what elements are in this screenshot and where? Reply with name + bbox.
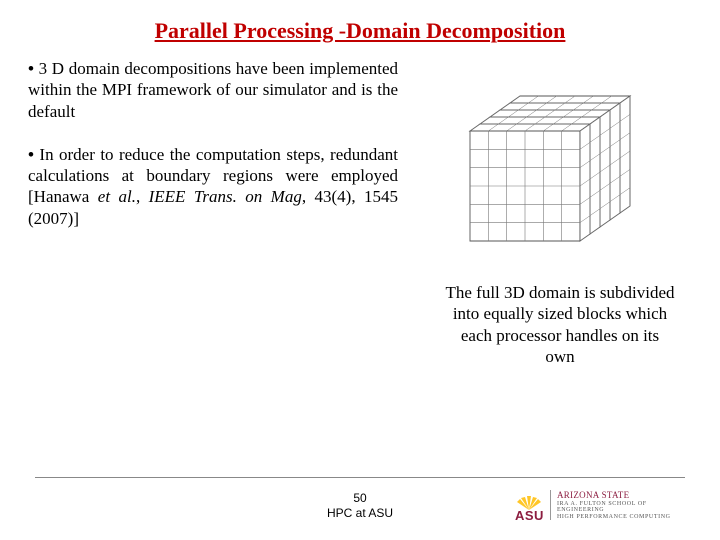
- bullet-1: • 3 D domain decompositions have been im…: [28, 58, 398, 122]
- diagram-caption: The full 3D domain is subdivided into eq…: [445, 282, 675, 367]
- asu-university-name: ARIZONA STATE: [557, 490, 690, 500]
- bullet-dot: •: [28, 145, 39, 164]
- asu-right-text: ARIZONA STATE IRA A. FULTON SCHOOL OF EN…: [550, 490, 690, 520]
- asu-school-name: IRA A. FULTON SCHOOL OF ENGINEERING: [557, 501, 690, 513]
- bullet-2-mid: ,: [136, 187, 149, 206]
- page-title: Parallel Processing -Domain Decompositio…: [0, 0, 720, 58]
- asu-subtitle: HIGH PERFORMANCE COMPUTING: [557, 514, 690, 520]
- footer-divider: [35, 477, 685, 478]
- cube-diagram: [450, 76, 670, 256]
- bullet-1-text: 3 D domain decompositions have been impl…: [28, 59, 398, 121]
- asu-mark: ASU: [515, 488, 544, 523]
- bullet-2-ital1: et al.: [98, 187, 136, 206]
- bullet-dot: •: [28, 59, 39, 78]
- right-column: The full 3D domain is subdivided into eq…: [398, 58, 692, 367]
- asu-wordmark: ASU: [515, 508, 544, 523]
- left-column: • 3 D domain decompositions have been im…: [28, 58, 398, 367]
- bullet-2-ital2: IEEE Trans. on Mag: [149, 187, 302, 206]
- bullet-2: • In order to reduce the computation ste…: [28, 144, 398, 229]
- content-row: • 3 D domain decompositions have been im…: [0, 58, 720, 367]
- asu-logo: ASU ARIZONA STATE IRA A. FULTON SCHOOL O…: [515, 484, 690, 526]
- sunburst-icon: [515, 488, 543, 510]
